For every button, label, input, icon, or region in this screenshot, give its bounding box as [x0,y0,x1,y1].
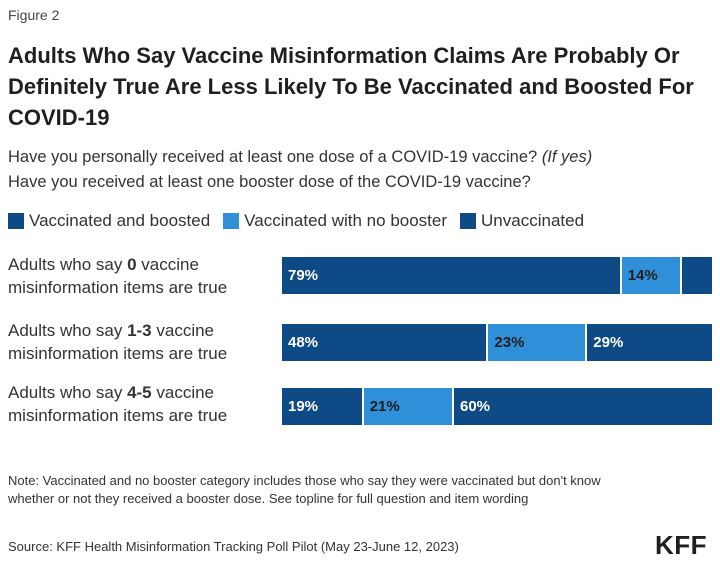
row-label-1: Adults who say 1-3 vaccine misinformatio… [8,321,228,363]
bar-segment-vaccinated-with-no-booster: 21% [363,388,454,425]
legend-swatch [8,213,24,229]
legend-label: Vaccinated and boosted [29,211,211,230]
subtitle-line-2: Have you received at least one booster d… [8,173,531,191]
bar-segment-unvaccinated [681,257,712,294]
legend-item-vaccinated-boosted: Vaccinated and boosted [8,211,210,231]
bar-segment-vaccinated-and-boosted: 48% [282,324,489,361]
kff-logo: KFF [655,530,708,560]
bar-segment-unvaccinated: 29% [587,324,712,361]
chart-subtitle: Have you personally received at least on… [8,145,708,195]
bar-segment-vaccinated-and-boosted: 79% [282,257,622,294]
legend-item-unvaccinated: Unvaccinated [460,211,584,231]
legend-swatch [460,213,477,229]
bar-row-2: 19% 21% 60% [282,388,712,425]
chart-source: Source: KFF Health Misinformation Tracki… [8,539,459,554]
subtitle-line-1: Have you personally received at least on… [8,148,538,166]
subtitle-italic: (If yes) [541,148,593,166]
bar-segment-vaccinated-with-no-booster: 14% [621,257,682,294]
bar-row-0: 79% 14% [282,257,712,294]
legend: Vaccinated and boosted Vaccinated with n… [8,211,597,231]
bar-segment-vaccinated-with-no-booster: 23% [488,324,588,361]
legend-label: Unvaccinated [481,211,585,230]
legend-label: Vaccinated with no booster [244,211,448,230]
bar-segment-unvaccinated: 60% [454,388,712,425]
bar-segment-vaccinated-and-boosted: 19% [282,388,364,425]
bar-row-1: 48% 23% 29% [282,324,712,361]
chart-note: Note: Vaccinated and no booster category… [8,473,601,506]
figure-label: Figure 2 [8,7,60,23]
row-label-2: Adults who say 4-5 vaccine misinformatio… [8,383,228,425]
legend-swatch [223,213,240,229]
chart-title: Adults Who Say Vaccine Misinformation Cl… [8,43,694,130]
legend-item-vaccinated-no-booster: Vaccinated with no booster [223,211,447,231]
row-label-0: Adults who say 0 vaccine misinformation … [8,255,228,297]
